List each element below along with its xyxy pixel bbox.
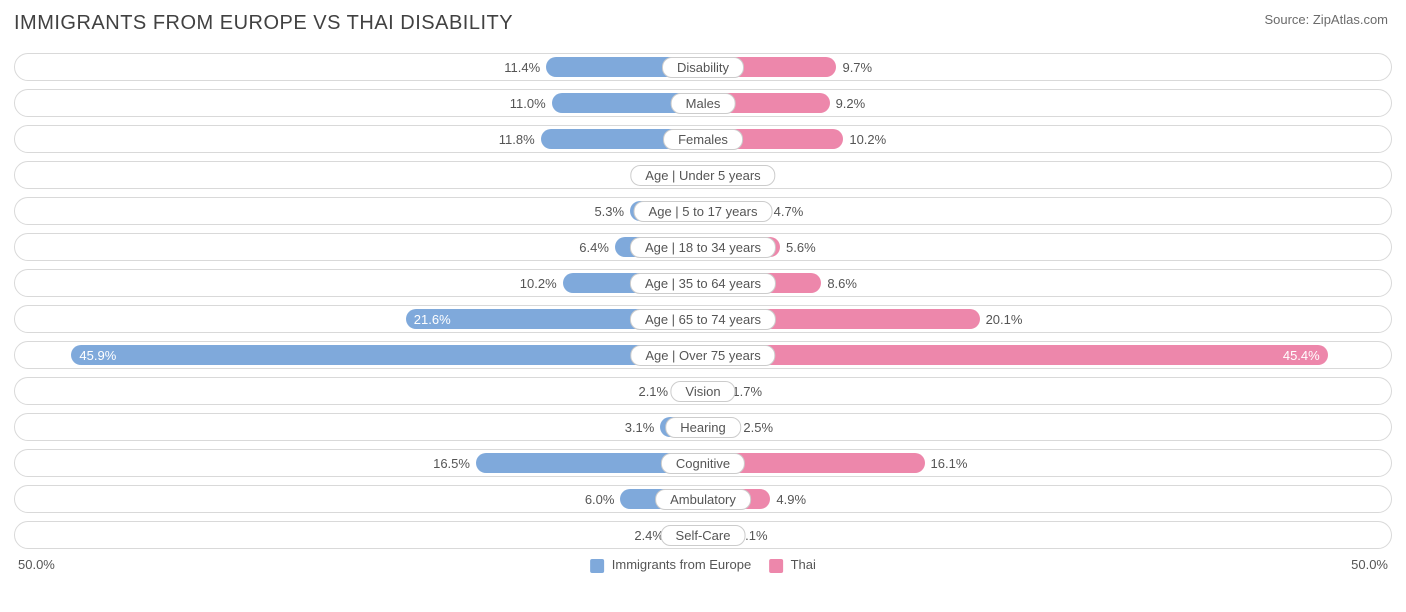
chart-row: 45.9% 45.4% Age | Over 75 years xyxy=(14,341,1392,369)
chart-row: 10.2% 8.6% Age | 35 to 64 years xyxy=(14,269,1392,297)
value-left: 11.8% xyxy=(499,126,535,154)
axis-right-max: 50.0% xyxy=(1351,557,1388,572)
legend: Immigrants from Europe Thai xyxy=(590,557,816,573)
chart-row: 1.3%1.1%Age | Under 5 years xyxy=(14,161,1392,189)
chart-row: 11.0% 9.2% Males xyxy=(14,89,1392,117)
category-label: Age | Under 5 years xyxy=(630,165,775,186)
value-left: 11.0% xyxy=(510,90,546,118)
legend-label-right: Thai xyxy=(791,557,816,572)
chart-row: 16.5% 16.1% Cognitive xyxy=(14,449,1392,477)
value-right: 20.1% xyxy=(986,306,1023,334)
value-right: 8.6% xyxy=(827,270,857,298)
value-right: 45.4% xyxy=(1283,342,1320,370)
value-right: 5.6% xyxy=(786,234,816,262)
chart-row: 6.4% 5.6% Age | 18 to 34 years xyxy=(14,233,1392,261)
legend-item-right: Thai xyxy=(769,557,816,573)
axis-left-max: 50.0% xyxy=(18,557,55,572)
value-left: 2.1% xyxy=(638,378,668,406)
chart-footer: 50.0% Immigrants from Europe Thai 50.0% xyxy=(14,555,1392,579)
value-right: 1.7% xyxy=(732,378,762,406)
chart-row: 11.8% 10.2% Females xyxy=(14,125,1392,153)
bar-right xyxy=(703,345,1328,365)
category-label: Disability xyxy=(662,57,744,78)
value-left: 10.2% xyxy=(520,270,557,298)
value-right: 9.7% xyxy=(842,54,872,82)
category-label: Self-Care xyxy=(661,525,746,546)
value-right: 16.1% xyxy=(931,450,968,478)
category-label: Age | 65 to 74 years xyxy=(630,309,776,330)
bar-left xyxy=(71,345,703,365)
value-left: 2.4% xyxy=(634,522,664,550)
chart-row: 21.6% 20.1% Age | 65 to 74 years xyxy=(14,305,1392,333)
chart-row: 5.3% 4.7%Age | 5 to 17 years xyxy=(14,197,1392,225)
value-left: 21.6% xyxy=(414,306,451,334)
legend-swatch-left xyxy=(590,559,604,573)
category-label: Males xyxy=(671,93,736,114)
category-label: Vision xyxy=(670,381,735,402)
value-right: 4.7% xyxy=(774,198,804,226)
chart-row: 2.4%2.1%Self-Care xyxy=(14,521,1392,549)
chart-row: 3.1% 2.5%Hearing xyxy=(14,413,1392,441)
legend-label-left: Immigrants from Europe xyxy=(612,557,751,572)
category-label: Age | 35 to 64 years xyxy=(630,273,776,294)
value-right: 2.5% xyxy=(743,414,773,442)
value-right: 10.2% xyxy=(849,126,886,154)
value-right: 9.2% xyxy=(836,90,866,118)
category-label: Ambulatory xyxy=(655,489,751,510)
legend-swatch-right xyxy=(769,559,783,573)
legend-item-left: Immigrants from Europe xyxy=(590,557,751,573)
category-label: Hearing xyxy=(665,417,741,438)
value-left: 6.4% xyxy=(579,234,609,262)
category-label: Cognitive xyxy=(661,453,745,474)
butterfly-chart: 11.4% 9.7% Disability 11.0% 9.2% Males 11.8% 10… xyxy=(14,53,1392,549)
value-left: 11.4% xyxy=(504,54,540,82)
chart-row: 11.4% 9.7% Disability xyxy=(14,53,1392,81)
value-left: 5.3% xyxy=(594,198,624,226)
value-left: 16.5% xyxy=(433,450,470,478)
category-label: Females xyxy=(663,129,743,150)
category-label: Age | 18 to 34 years xyxy=(630,237,776,258)
value-left: 45.9% xyxy=(79,342,116,370)
value-right: 4.9% xyxy=(776,486,806,514)
category-label: Age | 5 to 17 years xyxy=(634,201,773,222)
chart-row: 6.0% 4.9% Ambulatory xyxy=(14,485,1392,513)
chart-title: IMMIGRANTS FROM EUROPE VS THAI DISABILIT… xyxy=(14,12,1392,35)
value-left: 6.0% xyxy=(585,486,615,514)
category-label: Age | Over 75 years xyxy=(630,345,775,366)
chart-row: 2.1% 1.7%Vision xyxy=(14,377,1392,405)
value-left: 3.1% xyxy=(625,414,655,442)
source-label: Source: ZipAtlas.com xyxy=(1264,12,1388,27)
